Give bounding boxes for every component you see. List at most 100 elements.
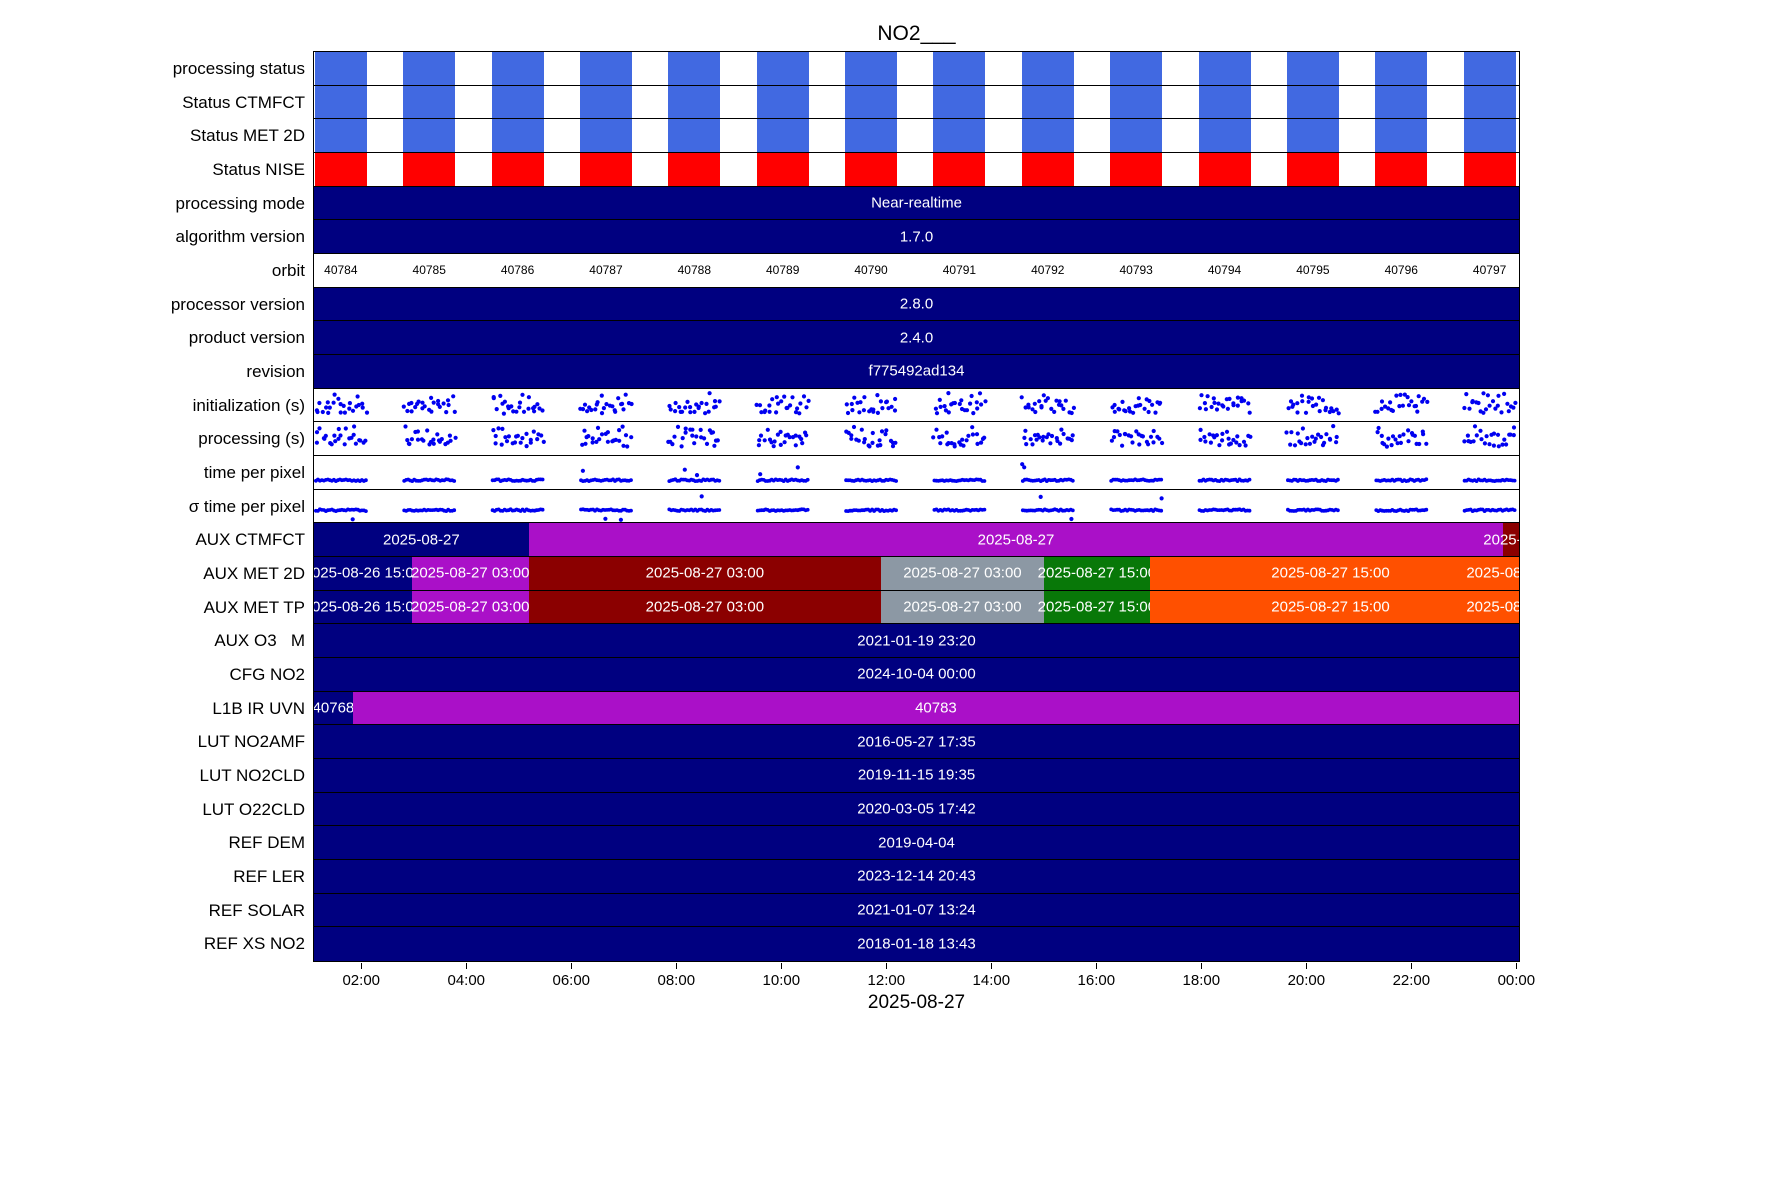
x-tick-label: 10:00 — [762, 972, 801, 989]
status-block — [1021, 153, 1074, 186]
status-block — [1198, 85, 1251, 119]
segment-text: 2025-08-26 15:00 — [314, 564, 423, 582]
row-label-status-met-2d: Status MET 2D — [190, 126, 305, 146]
segment-text: 2025-08-27 15:00 — [1271, 564, 1390, 582]
x-tick-mark — [1305, 963, 1307, 969]
row-label-lut-o22cld: LUT O22CLD — [202, 799, 305, 819]
segment-text: 2025-08-27 — [977, 531, 1055, 549]
plot-area: Near-realtime 1.7.0 40784 40785 40786 40787 40… — [313, 51, 1520, 962]
scatter-plot — [314, 462, 1517, 483]
row-track-product-version: 2.4.0 — [314, 321, 1519, 355]
row-track-processing-s — [314, 422, 1519, 456]
orbit-number: 40784 — [324, 263, 358, 278]
orbit-number: 40794 — [1207, 263, 1242, 278]
value-bar — [314, 860, 1519, 893]
row-track-time-per-pixel — [314, 456, 1519, 490]
x-tick-mark — [780, 963, 782, 969]
status-block — [403, 119, 456, 152]
value-bar — [314, 355, 1519, 388]
value-bar — [314, 927, 1519, 961]
status-block — [933, 153, 986, 186]
segment-text: 2025-08-27 15:00 — [1466, 564, 1519, 582]
row-label-processing-s: processing (s) — [198, 429, 305, 449]
value-text: 2021-01-19 23:20 — [857, 632, 976, 650]
x-tick-label: 22:00 — [1392, 972, 1431, 989]
status-block — [1463, 119, 1516, 152]
status-block — [491, 85, 544, 119]
value-bar — [314, 759, 1519, 792]
status-block — [845, 119, 898, 152]
x-tick-mark — [885, 963, 887, 969]
x-tick-label: 14:00 — [972, 972, 1011, 989]
status-block — [1110, 153, 1163, 186]
value-bar — [314, 826, 1519, 859]
timeline-segment — [1043, 557, 1150, 590]
status-block — [1463, 153, 1516, 186]
row-label-time-per-pixel: σ time per pixel — [188, 496, 305, 516]
row-track-cfg-no2: 2024-10-04 00:00 — [314, 658, 1519, 692]
status-block — [668, 153, 721, 186]
value-text: 2018-01-18 13:43 — [857, 935, 976, 953]
timeline-segment — [411, 590, 529, 624]
row-label-aux-met-2d: AUX MET 2D — [203, 564, 305, 583]
status-block — [845, 85, 898, 119]
row-track-aux-met-tp: 2025-08-26 15:00 2025-08-27 03:00 2025-08-… — [314, 590, 1519, 625]
x-tick-mark — [1410, 963, 1412, 969]
status-block — [1375, 52, 1428, 85]
value-bar — [314, 287, 1519, 321]
x-tick-mark — [1515, 963, 1517, 969]
orbit-number: 40791 — [942, 263, 977, 278]
orbit-number: 40787 — [589, 263, 623, 278]
timeline-segment — [1149, 557, 1512, 590]
row-track-time-per-pixel — [314, 489, 1519, 524]
status-block — [579, 52, 632, 85]
orbit-number: 40786 — [500, 263, 535, 278]
timeline-segment — [528, 523, 1504, 556]
x-tick-label: 20:00 — [1287, 972, 1326, 989]
timeline-segment — [314, 557, 412, 590]
status-block — [845, 153, 898, 186]
row-track-processing-status — [314, 52, 1519, 86]
x-tick-mark — [675, 963, 677, 969]
orbit-number: 40797 — [1472, 263, 1507, 278]
row-track-lut-no2cld: 2019-11-15 19:35 — [314, 759, 1519, 793]
x-tick-label: 02:00 — [342, 972, 381, 989]
row-label-revision: revision — [246, 362, 305, 381]
status-block — [403, 153, 456, 186]
x-tick-label: 06:00 — [552, 972, 591, 989]
timeline-segment — [1043, 590, 1150, 624]
value-bar — [314, 893, 1519, 927]
row-label-ref-xs-no2: REF XS NO2 — [203, 934, 305, 954]
x-tick-mark — [1200, 963, 1202, 969]
segment-text: 2025-08-27 03:00 — [903, 598, 1022, 616]
status-block — [845, 52, 898, 85]
row-track-l1b-ir-uvn: 40768 40783 — [314, 691, 1519, 726]
status-block — [1286, 85, 1339, 119]
timeline-segment — [314, 523, 529, 556]
status-block — [668, 52, 721, 85]
row-track-ref-ler: 2023-12-14 20:43 — [314, 860, 1519, 894]
status-block — [1021, 119, 1074, 152]
row-label-processor-version: processor version — [170, 294, 305, 314]
status-block — [314, 153, 367, 186]
status-block — [933, 52, 986, 85]
status-block — [491, 52, 544, 85]
x-tick-mark — [465, 963, 467, 969]
timeline-segment — [881, 590, 1044, 624]
orbit-number: 40790 — [854, 263, 888, 278]
x-tick-mark — [990, 963, 992, 969]
value-text: 2021-01-07 13:24 — [857, 901, 976, 919]
status-block — [403, 85, 456, 119]
timeline-segment — [528, 557, 882, 590]
timeline-segment — [411, 557, 529, 590]
scatter-plot — [314, 493, 1517, 522]
orbit-number: 40796 — [1384, 263, 1418, 278]
row-label-status-nise: Status NISE — [212, 160, 305, 179]
row-label-aux-o3-m: AUX O3 M — [214, 631, 305, 651]
row-label-algorithm-version: algorithm version — [175, 227, 305, 247]
value-text: 2.4.0 — [899, 329, 934, 347]
orbit-number: 40793 — [1119, 263, 1153, 278]
status-block — [1286, 119, 1339, 152]
status-block — [1375, 85, 1428, 119]
status-block — [1198, 153, 1251, 186]
